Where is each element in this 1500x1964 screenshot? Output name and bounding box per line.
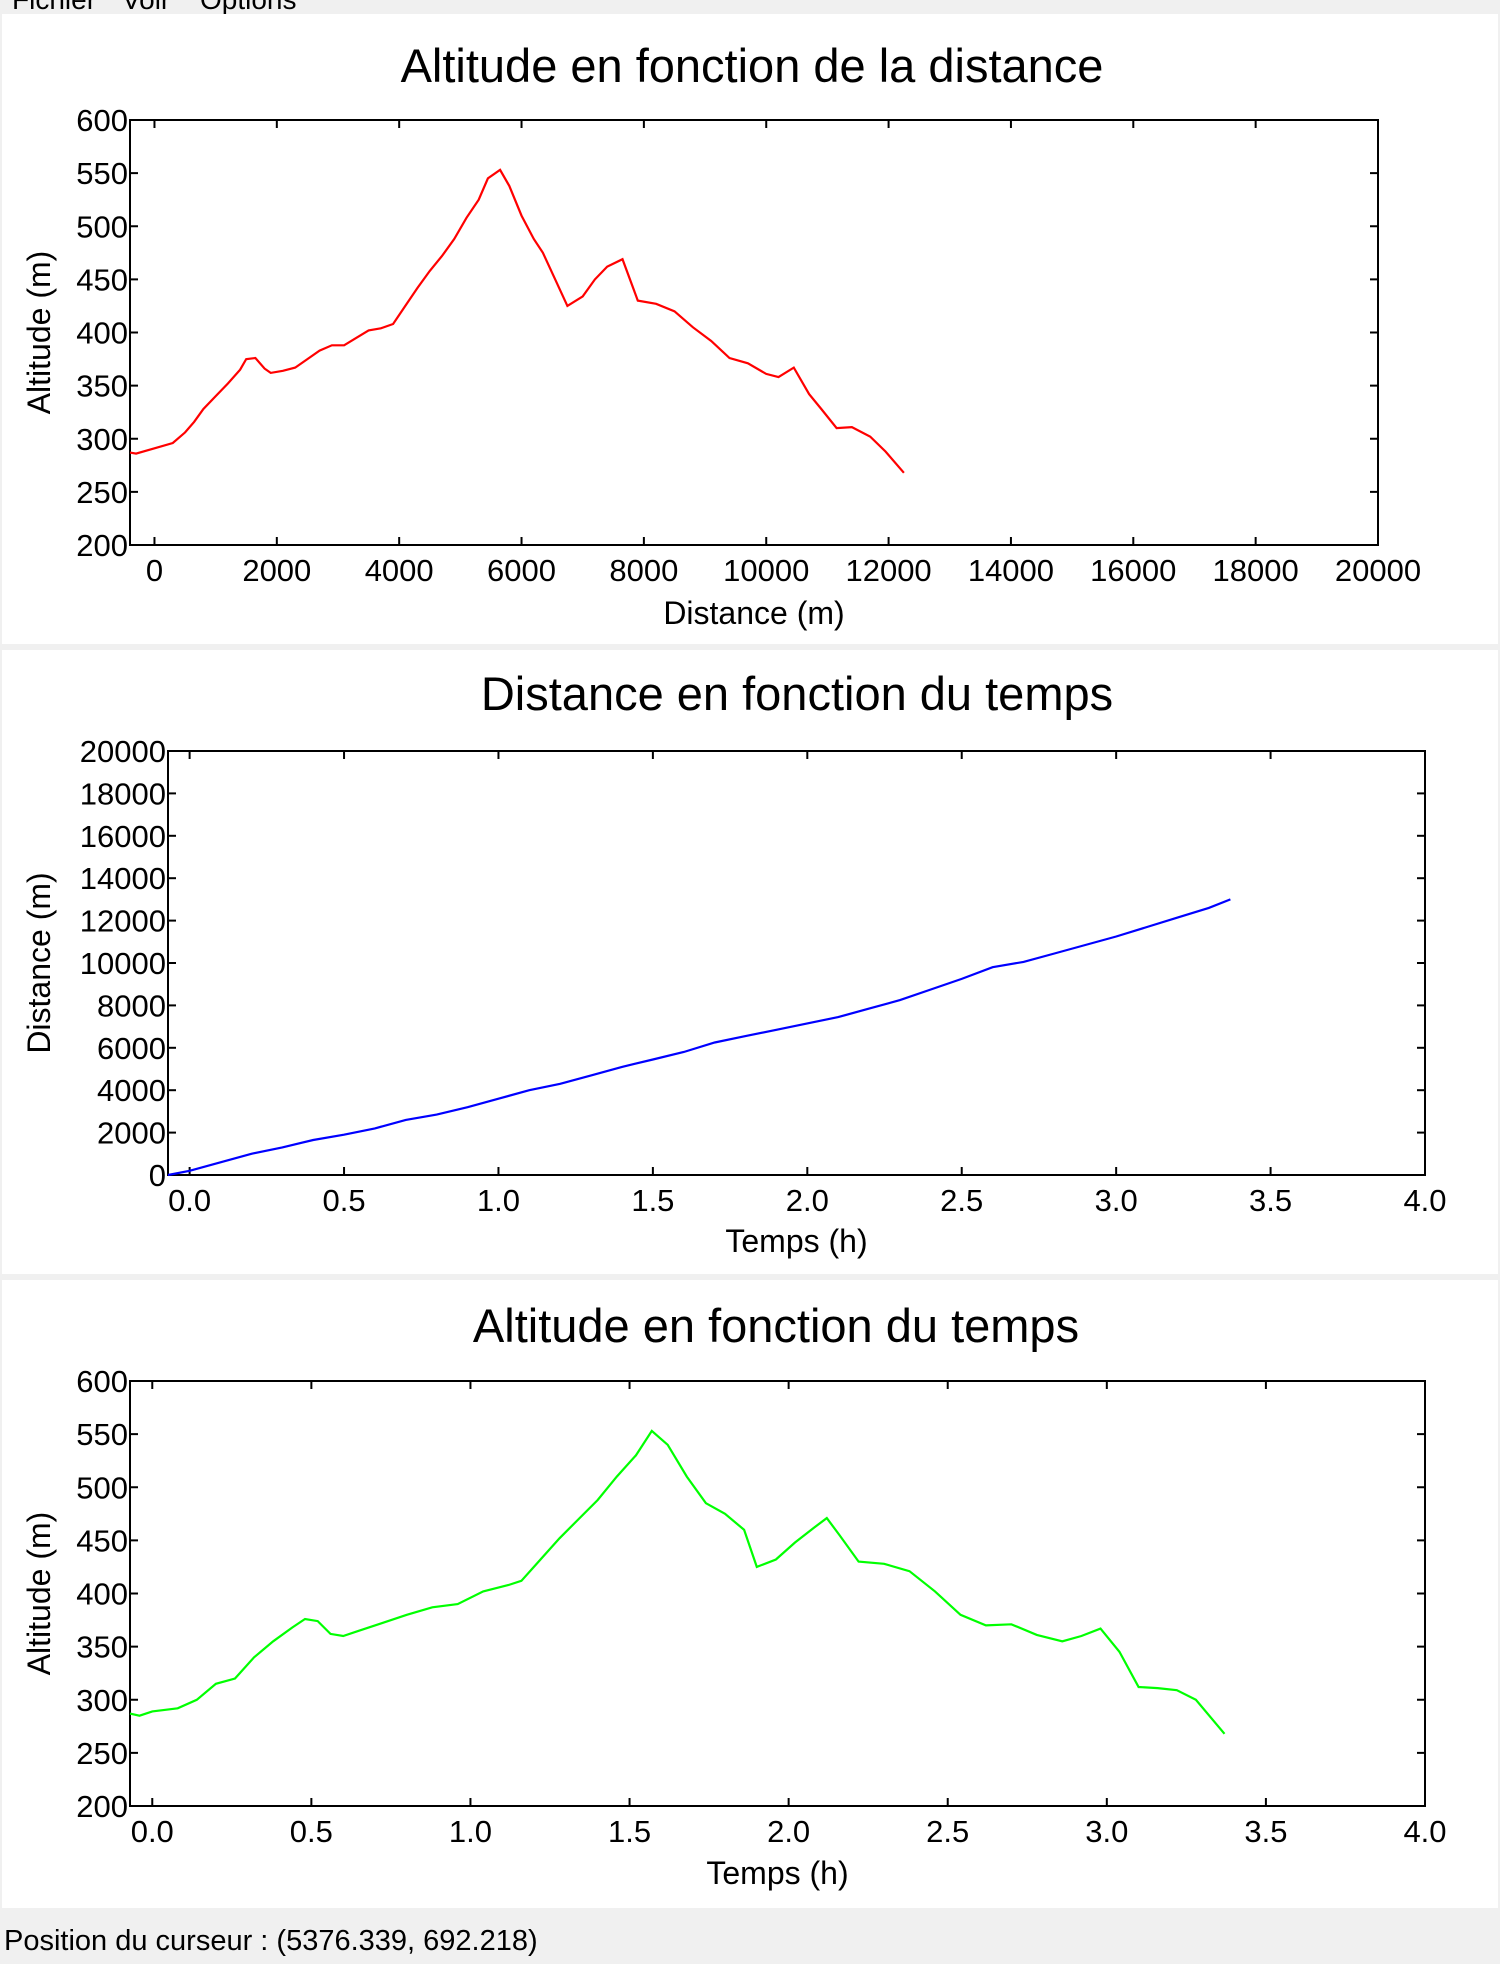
menu-options[interactable]: Options (200, 0, 297, 14)
y-tick-label: 300 (76, 1683, 128, 1718)
y-tick-label: 550 (76, 156, 128, 191)
y-tick-label: 6000 (97, 1031, 166, 1066)
x-tick-label: 3.0 (1085, 1814, 1128, 1849)
x-tick-label: 20000 (1335, 553, 1421, 588)
x-tick-label: 0.5 (290, 1814, 333, 1849)
y-tick-label: 500 (76, 1470, 128, 1505)
status-bar: Position du curseur : (5376.339, 692.218… (0, 1912, 1500, 1964)
x-tick-label: 0.5 (322, 1183, 365, 1218)
x-tick-label: 3.5 (1249, 1183, 1292, 1218)
y-tick-label: 300 (76, 422, 128, 457)
y-axis-label: Altitude (m) (21, 251, 57, 415)
x-tick-label: 8000 (609, 553, 678, 588)
y-tick-label: 550 (76, 1417, 128, 1452)
x-tick-label: 2.5 (940, 1183, 983, 1218)
x-tick-label: 2.0 (767, 1814, 810, 1849)
y-tick-label: 20000 (80, 734, 166, 769)
x-axis-label: Temps (h) (706, 1855, 848, 1891)
y-tick-label: 2000 (97, 1116, 166, 1151)
y-tick-label: 16000 (80, 819, 166, 854)
y-tick-label: 600 (76, 1364, 128, 1399)
y-tick-label: 400 (76, 316, 128, 351)
y-tick-label: 18000 (80, 776, 166, 811)
x-tick-label: 1.0 (449, 1814, 492, 1849)
x-tick-label: 2.0 (786, 1183, 829, 1218)
x-axis-label: Temps (h) (725, 1223, 867, 1259)
menu-bar: Fichier Voir Options (0, 0, 1500, 14)
y-tick-label: 350 (76, 1630, 128, 1665)
menu-voir[interactable]: Voir (122, 0, 170, 14)
chart-panel-altitude-temps: Altitude en fonction du temps 0.0 0.5 1.0 1… (2, 1280, 1498, 1908)
chart-title: Altitude en fonction du temps (473, 1299, 1079, 1352)
y-tick-label: 350 (76, 369, 128, 404)
chart-altitude-distance: Altitude en fonction de la distance 0 200… (21, 39, 1421, 631)
x-tick-label: 18000 (1213, 553, 1299, 588)
x-tick-label: 12000 (845, 553, 931, 588)
y-tick-label: 12000 (80, 904, 166, 939)
y-tick-label: 600 (76, 103, 128, 138)
chart-panel-altitude-distance: Altitude en fonction de la distance 0 200… (2, 14, 1498, 644)
menu-fichier[interactable]: Fichier (12, 0, 96, 14)
x-tick-label: 2.5 (926, 1814, 969, 1849)
y-tick-label: 400 (76, 1577, 128, 1612)
x-tick-label: 14000 (968, 553, 1054, 588)
chart-panel-distance-temps: Distance en fonction du temps 0.0 0.5 1.0 1… (2, 650, 1498, 1274)
chart-title: Altitude en fonction de la distance (401, 39, 1104, 92)
y-tick-label: 4000 (97, 1073, 166, 1108)
chart-distance-temps: Distance en fonction du temps 0.0 0.5 1.0 1… (21, 667, 1447, 1259)
y-axis-label: Altitude (m) (21, 1512, 57, 1676)
x-tick-label: 3.5 (1244, 1814, 1287, 1849)
x-tick-label: 2000 (242, 553, 311, 588)
x-tick-label: 10000 (723, 553, 809, 588)
y-tick-label: 200 (76, 528, 128, 563)
x-tick-label: 6000 (487, 553, 556, 588)
y-tick-label: 8000 (97, 988, 166, 1023)
series-line (129, 168, 905, 474)
y-tick-label: 200 (76, 1789, 128, 1824)
y-tick-label: 10000 (80, 946, 166, 981)
x-tick-label: 3.0 (1095, 1183, 1138, 1218)
y-tick-label: 250 (76, 1736, 128, 1771)
y-tick-label: 14000 (80, 861, 166, 896)
plot-area (167, 750, 1426, 1176)
x-tick-label: 16000 (1090, 553, 1176, 588)
cursor-position-readout: Position du curseur : (5376.339, 692.218… (4, 1925, 538, 1957)
series-line (167, 898, 1231, 1177)
y-tick-label: 250 (76, 475, 128, 510)
y-tick-label: 450 (76, 1523, 128, 1558)
plot-area (129, 1380, 1426, 1807)
x-tick-label: 1.5 (608, 1814, 651, 1849)
y-tick-label: 0 (149, 1158, 166, 1193)
x-tick-label: 4.0 (1403, 1814, 1446, 1849)
x-tick-label: 0.0 (131, 1814, 174, 1849)
x-tick-label: 4.0 (1403, 1183, 1446, 1218)
x-tick-label: 1.5 (631, 1183, 674, 1218)
chart-title: Distance en fonction du temps (481, 667, 1113, 720)
x-tick-label: 1.0 (477, 1183, 520, 1218)
plot-area (129, 119, 1379, 546)
series-line (129, 1429, 1226, 1735)
x-tick-label: 0.0 (168, 1183, 211, 1218)
y-tick-label: 450 (76, 262, 128, 297)
y-tick-label: 500 (76, 209, 128, 244)
x-tick-label: 4000 (365, 553, 434, 588)
chart-altitude-temps: Altitude en fonction du temps 0.0 0.5 1.0 1… (21, 1299, 1447, 1891)
x-axis-label: Distance (m) (663, 595, 844, 631)
y-axis-label: Distance (m) (21, 872, 57, 1053)
x-tick-label: 0 (146, 553, 163, 588)
